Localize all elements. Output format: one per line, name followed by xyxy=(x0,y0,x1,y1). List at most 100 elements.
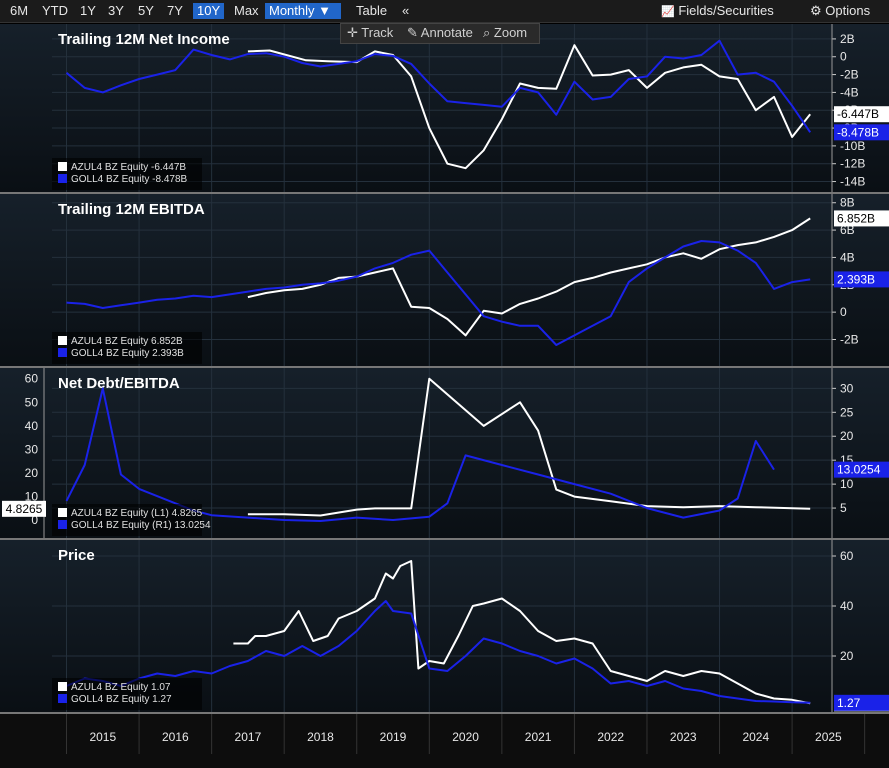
y-tick-label: 20 xyxy=(840,649,854,663)
range-6m-button[interactable]: 6M xyxy=(10,3,29,18)
y-tick-label: 10 xyxy=(840,477,854,491)
panel-title: Price xyxy=(58,547,95,564)
track-tool[interactable]: ✛ Track xyxy=(347,25,393,41)
panel-divider xyxy=(0,538,889,540)
chart-toolbar: 6M YTD 1Y 3Y 5Y 7Y 10Y Max Monthly ▼ Tab… xyxy=(0,0,889,23)
annotate-tool[interactable]: ✎ Annotate xyxy=(407,25,473,41)
last-value-badge xyxy=(834,694,889,711)
gear-icon: ⚙ xyxy=(810,3,822,18)
series-line-goll4 xyxy=(65,387,775,522)
x-tick-label-2025: 2025 xyxy=(815,730,842,744)
x-tick-label-2024: 2024 xyxy=(742,730,769,744)
legend-swatch xyxy=(58,508,67,517)
last-value-label: -6.447B xyxy=(837,107,879,121)
legend-swatch xyxy=(58,348,67,357)
last-value-label: 13.0254 xyxy=(837,463,881,477)
annotate-label: Annotate xyxy=(420,25,473,40)
y-tick-label: -12B xyxy=(840,157,865,171)
series-line-azul4 xyxy=(233,560,811,705)
y-tick-label: -4B xyxy=(840,85,859,99)
frequency-dropdown[interactable]: Monthly ▼ xyxy=(265,3,341,19)
last-value-label: 1.27 xyxy=(837,696,861,710)
series-line-goll4 xyxy=(66,600,811,704)
y-tick-label-left: 40 xyxy=(25,419,39,433)
y-tick-label-left: 10 xyxy=(25,490,39,504)
collapse-button[interactable]: « xyxy=(402,3,410,18)
legend-swatch xyxy=(58,520,67,529)
y-tick-label-left: 60 xyxy=(25,372,39,386)
panel-title: Trailing 12M EBITDA xyxy=(58,201,205,218)
y-tick-label-left: 50 xyxy=(25,395,39,409)
x-tick-label-2019: 2019 xyxy=(380,730,407,744)
options-label: Options xyxy=(825,3,871,18)
last-value-label: -8.478B xyxy=(837,125,879,139)
series-line-goll4 xyxy=(66,240,811,346)
legend-swatch xyxy=(58,694,67,703)
fields-securities-label: Fields/Securities xyxy=(678,3,774,18)
legend-entry: AZUL4 BZ Equity 1.07 xyxy=(71,682,171,693)
zoom-tool[interactable]: ⌕ Zoom xyxy=(483,25,527,41)
last-value-label: 4.8265 xyxy=(6,502,43,516)
range-7y-button[interactable]: 7Y xyxy=(167,3,183,18)
legend-box xyxy=(52,332,202,364)
y-tick-label: 40 xyxy=(840,599,854,613)
legend-entry: AZUL4 BZ Equity -6.447B xyxy=(71,162,186,173)
range-10y-button[interactable]: 10Y xyxy=(193,3,225,19)
fields-securities-button[interactable]: 📈 Fields/Securities xyxy=(657,3,778,19)
y-tick-label: 60 xyxy=(840,549,854,563)
y-tick-label: 6B xyxy=(840,223,855,237)
range-5y-button[interactable]: 5Y xyxy=(138,3,154,18)
crosshair-icon: ✛ xyxy=(347,25,362,40)
legend-swatch xyxy=(58,174,67,183)
x-tick-label-2023: 2023 xyxy=(670,730,697,744)
zoom-label: Zoom xyxy=(493,25,528,40)
pencil-icon: ✎ xyxy=(407,25,421,40)
panel-divider xyxy=(0,192,889,194)
legend-box xyxy=(52,678,202,710)
legend-swatch xyxy=(58,162,67,171)
y-tick-label: -2B xyxy=(840,332,859,346)
range-max-button[interactable]: Max xyxy=(234,3,259,18)
chart-tool-bar: ✛ Track ✎ Annotate ⌕ Zoom xyxy=(340,23,540,44)
legend-entry: AZUL4 BZ Equity (L1) 4.8265 xyxy=(71,508,203,519)
x-axis-band xyxy=(0,714,889,768)
range-ytd-button[interactable]: YTD xyxy=(42,3,68,18)
panel-title: Net Debt/EBITDA xyxy=(58,375,180,392)
legend-entry: GOLL4 BZ Equity 1.27 xyxy=(71,694,172,705)
legend-box xyxy=(52,158,202,190)
last-value-badge xyxy=(834,461,889,478)
y-tick-label: -10B xyxy=(840,139,865,153)
series-line-azul4 xyxy=(247,217,811,337)
legend-entry: GOLL4 BZ Equity 2.393B xyxy=(71,348,184,359)
last-value-label: 2.393B xyxy=(837,272,875,286)
options-button[interactable]: ⚙ Options xyxy=(806,3,874,19)
last-value-badge xyxy=(2,500,46,517)
range-3y-button[interactable]: 3Y xyxy=(108,3,124,18)
y-tick-label: -14B xyxy=(840,175,865,189)
series-line-azul4 xyxy=(247,377,811,517)
panel-divider xyxy=(0,712,889,714)
series-line-azul4 xyxy=(247,44,811,170)
range-1y-button[interactable]: 1Y xyxy=(80,3,96,18)
magnifier-icon: ⌕ xyxy=(483,25,494,40)
panel-title: Trailing 12M Net Income xyxy=(58,31,230,48)
legend-entry: GOLL4 BZ Equity -8.478B xyxy=(71,174,188,185)
chart-area[interactable]: 2015 2016 2017 2018 2019 2020 2021 2022 2023 2024… xyxy=(0,22,889,768)
y-tick-label-left: 30 xyxy=(25,442,39,456)
last-value-label: 6.852B xyxy=(837,211,875,225)
x-tick-label-2016: 2016 xyxy=(162,730,189,744)
legend-entry: AZUL4 BZ Equity 6.852B xyxy=(71,336,183,347)
y-tick-label: 0 xyxy=(840,50,847,64)
x-tick-label-2018: 2018 xyxy=(307,730,334,744)
track-label: Track xyxy=(361,25,394,40)
legend-swatch xyxy=(58,682,67,691)
y-tick-label: 30 xyxy=(840,381,854,395)
x-tick-label-2017: 2017 xyxy=(235,730,262,744)
table-button[interactable]: Table xyxy=(356,3,388,18)
chart-icon: 📈 xyxy=(661,6,675,18)
y-tick-label: 25 xyxy=(840,405,854,419)
legend-box xyxy=(52,504,202,536)
